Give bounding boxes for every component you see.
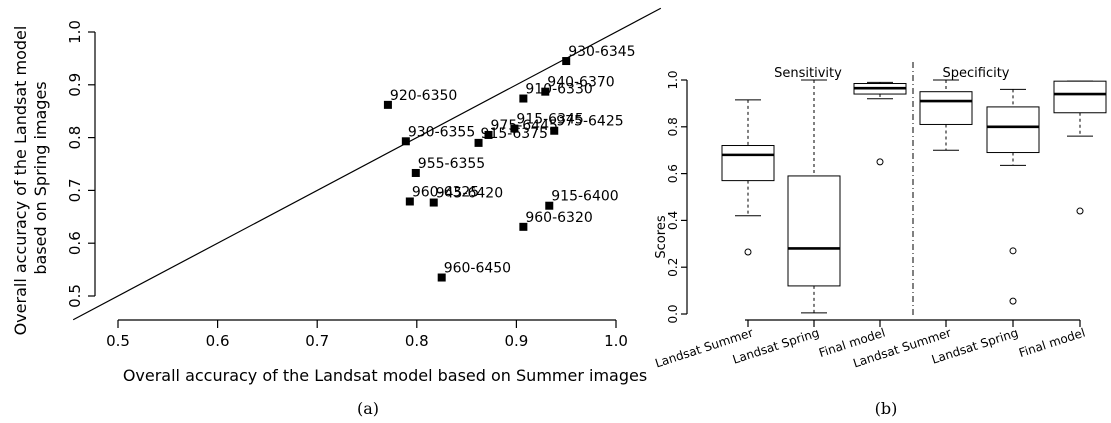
y-axis-label: Overall accuracy of the Landsat model ba… <box>11 21 50 336</box>
y-ticks: 0.5 0.6 0.7 0.8 0.9 1.0 <box>66 20 95 308</box>
b-y-tick-label: 1.0 <box>666 70 680 89</box>
b-y-tick-label: 0.0 <box>666 304 680 323</box>
scatter-point <box>550 126 559 135</box>
scatter-point <box>474 138 483 147</box>
group-label-specificity: Specificity <box>943 66 1010 81</box>
point-label: 960-6325 <box>412 184 479 200</box>
outlier-point <box>1009 247 1017 255</box>
scatter-point <box>401 137 410 146</box>
point-label: 975-6425 <box>556 114 623 130</box>
x-tick-label: 0.6 <box>206 332 230 350</box>
b-y-ticks: 0.0 0.2 0.4 0.6 0.8 1.0 <box>666 70 687 324</box>
point-label: 915-6345 <box>516 112 583 128</box>
y-tick-label: 0.7 <box>66 178 84 202</box>
box-body <box>986 106 1040 154</box>
point-label: 940-6370 <box>547 75 614 91</box>
point-label: 915-6400 <box>551 189 618 205</box>
x-axis-label: Overall accuracy of the Landsat model ba… <box>123 366 647 385</box>
scatter-point <box>519 222 528 231</box>
box-specificity-landsat-spring <box>986 88 1040 305</box>
scatter-point <box>510 124 519 133</box>
box-sensitivity-landsat-summer <box>721 99 775 256</box>
b-y-tick-label: 0.8 <box>666 117 680 136</box>
scatter-point <box>429 198 438 207</box>
y-tick-label: 0.5 <box>66 284 84 308</box>
box-body <box>787 175 841 287</box>
scatter-point <box>562 57 571 66</box>
boxplot-panel: 0.0 0.2 0.4 0.6 0.8 1.0 Landsat SummerLandsat… <box>653 62 1107 418</box>
scatter-point <box>437 273 446 282</box>
point-label: 930-6345 <box>568 44 635 60</box>
y-tick-label: 0.6 <box>66 231 84 255</box>
scatter-point <box>405 197 414 206</box>
outlier-point <box>1076 207 1084 215</box>
scatter-point <box>411 168 420 177</box>
x-tick-label: 0.5 <box>106 332 130 350</box>
scatter-point <box>383 100 392 109</box>
box-sensitivity-final-model <box>853 81 907 166</box>
point-label: 960-6450 <box>444 261 511 277</box>
box-sensitivity-landsat-spring <box>787 79 841 314</box>
b-y-axis-label: Scores <box>654 215 669 258</box>
scatter-panel: 0.5 0.6 0.7 0.8 0.9 1.0 0.5 0.6 0.7 0.8 0.9 1.0 93… <box>11 7 662 418</box>
box-specificity-final-model <box>1053 80 1107 215</box>
b-x-tick-label: Final model <box>1017 326 1087 361</box>
y-tick-label: 0.8 <box>66 126 84 150</box>
outlier-point <box>1009 297 1017 305</box>
box-body <box>721 145 775 182</box>
y-tick-label: 1.0 <box>66 20 84 44</box>
x-tick-label: 1.0 <box>604 332 628 350</box>
y-tick-label: 0.9 <box>66 73 84 97</box>
x-tick-label: 0.7 <box>305 332 329 350</box>
b-y-tick-label: 0.2 <box>666 258 680 277</box>
b-y-tick-label: 0.6 <box>666 164 680 183</box>
group-label-sensitivity: Sensitivity <box>774 66 842 81</box>
panel-label-b: (b) <box>875 399 898 418</box>
panel-label-a: (a) <box>357 399 379 418</box>
point-label: 945-6420 <box>436 186 503 202</box>
point-label: 955-6355 <box>418 156 485 172</box>
point-label: 910-6330 <box>525 82 592 98</box>
box-specificity-landsat-summer <box>919 79 973 151</box>
point-label: 960-6320 <box>525 210 592 226</box>
point-label: 915-6375 <box>481 126 548 142</box>
point-label: 920-6350 <box>390 88 457 104</box>
x-ticks: 0.5 0.6 0.7 0.8 0.9 1.0 <box>106 320 628 350</box>
point-label: 975-6445 <box>491 118 558 134</box>
box-body <box>919 91 973 125</box>
scatter-point <box>484 130 493 139</box>
scatter-point <box>545 201 554 210</box>
b-y-tick-label: 0.4 <box>666 211 680 230</box>
x-tick-label: 0.8 <box>405 332 429 350</box>
outlier-point <box>744 248 752 256</box>
box-body <box>1053 80 1107 114</box>
y-axis-label-line-1: Overall accuracy of the Landsat model <box>11 26 30 336</box>
scatter-point <box>519 94 528 103</box>
x-tick-label: 0.9 <box>504 332 528 350</box>
y-axis-label-line-2: based on Spring images <box>31 81 50 274</box>
outlier-point <box>876 158 884 166</box>
point-label: 930-6355 <box>408 124 475 140</box>
scatter-point <box>541 87 550 96</box>
boxes <box>721 79 1107 314</box>
